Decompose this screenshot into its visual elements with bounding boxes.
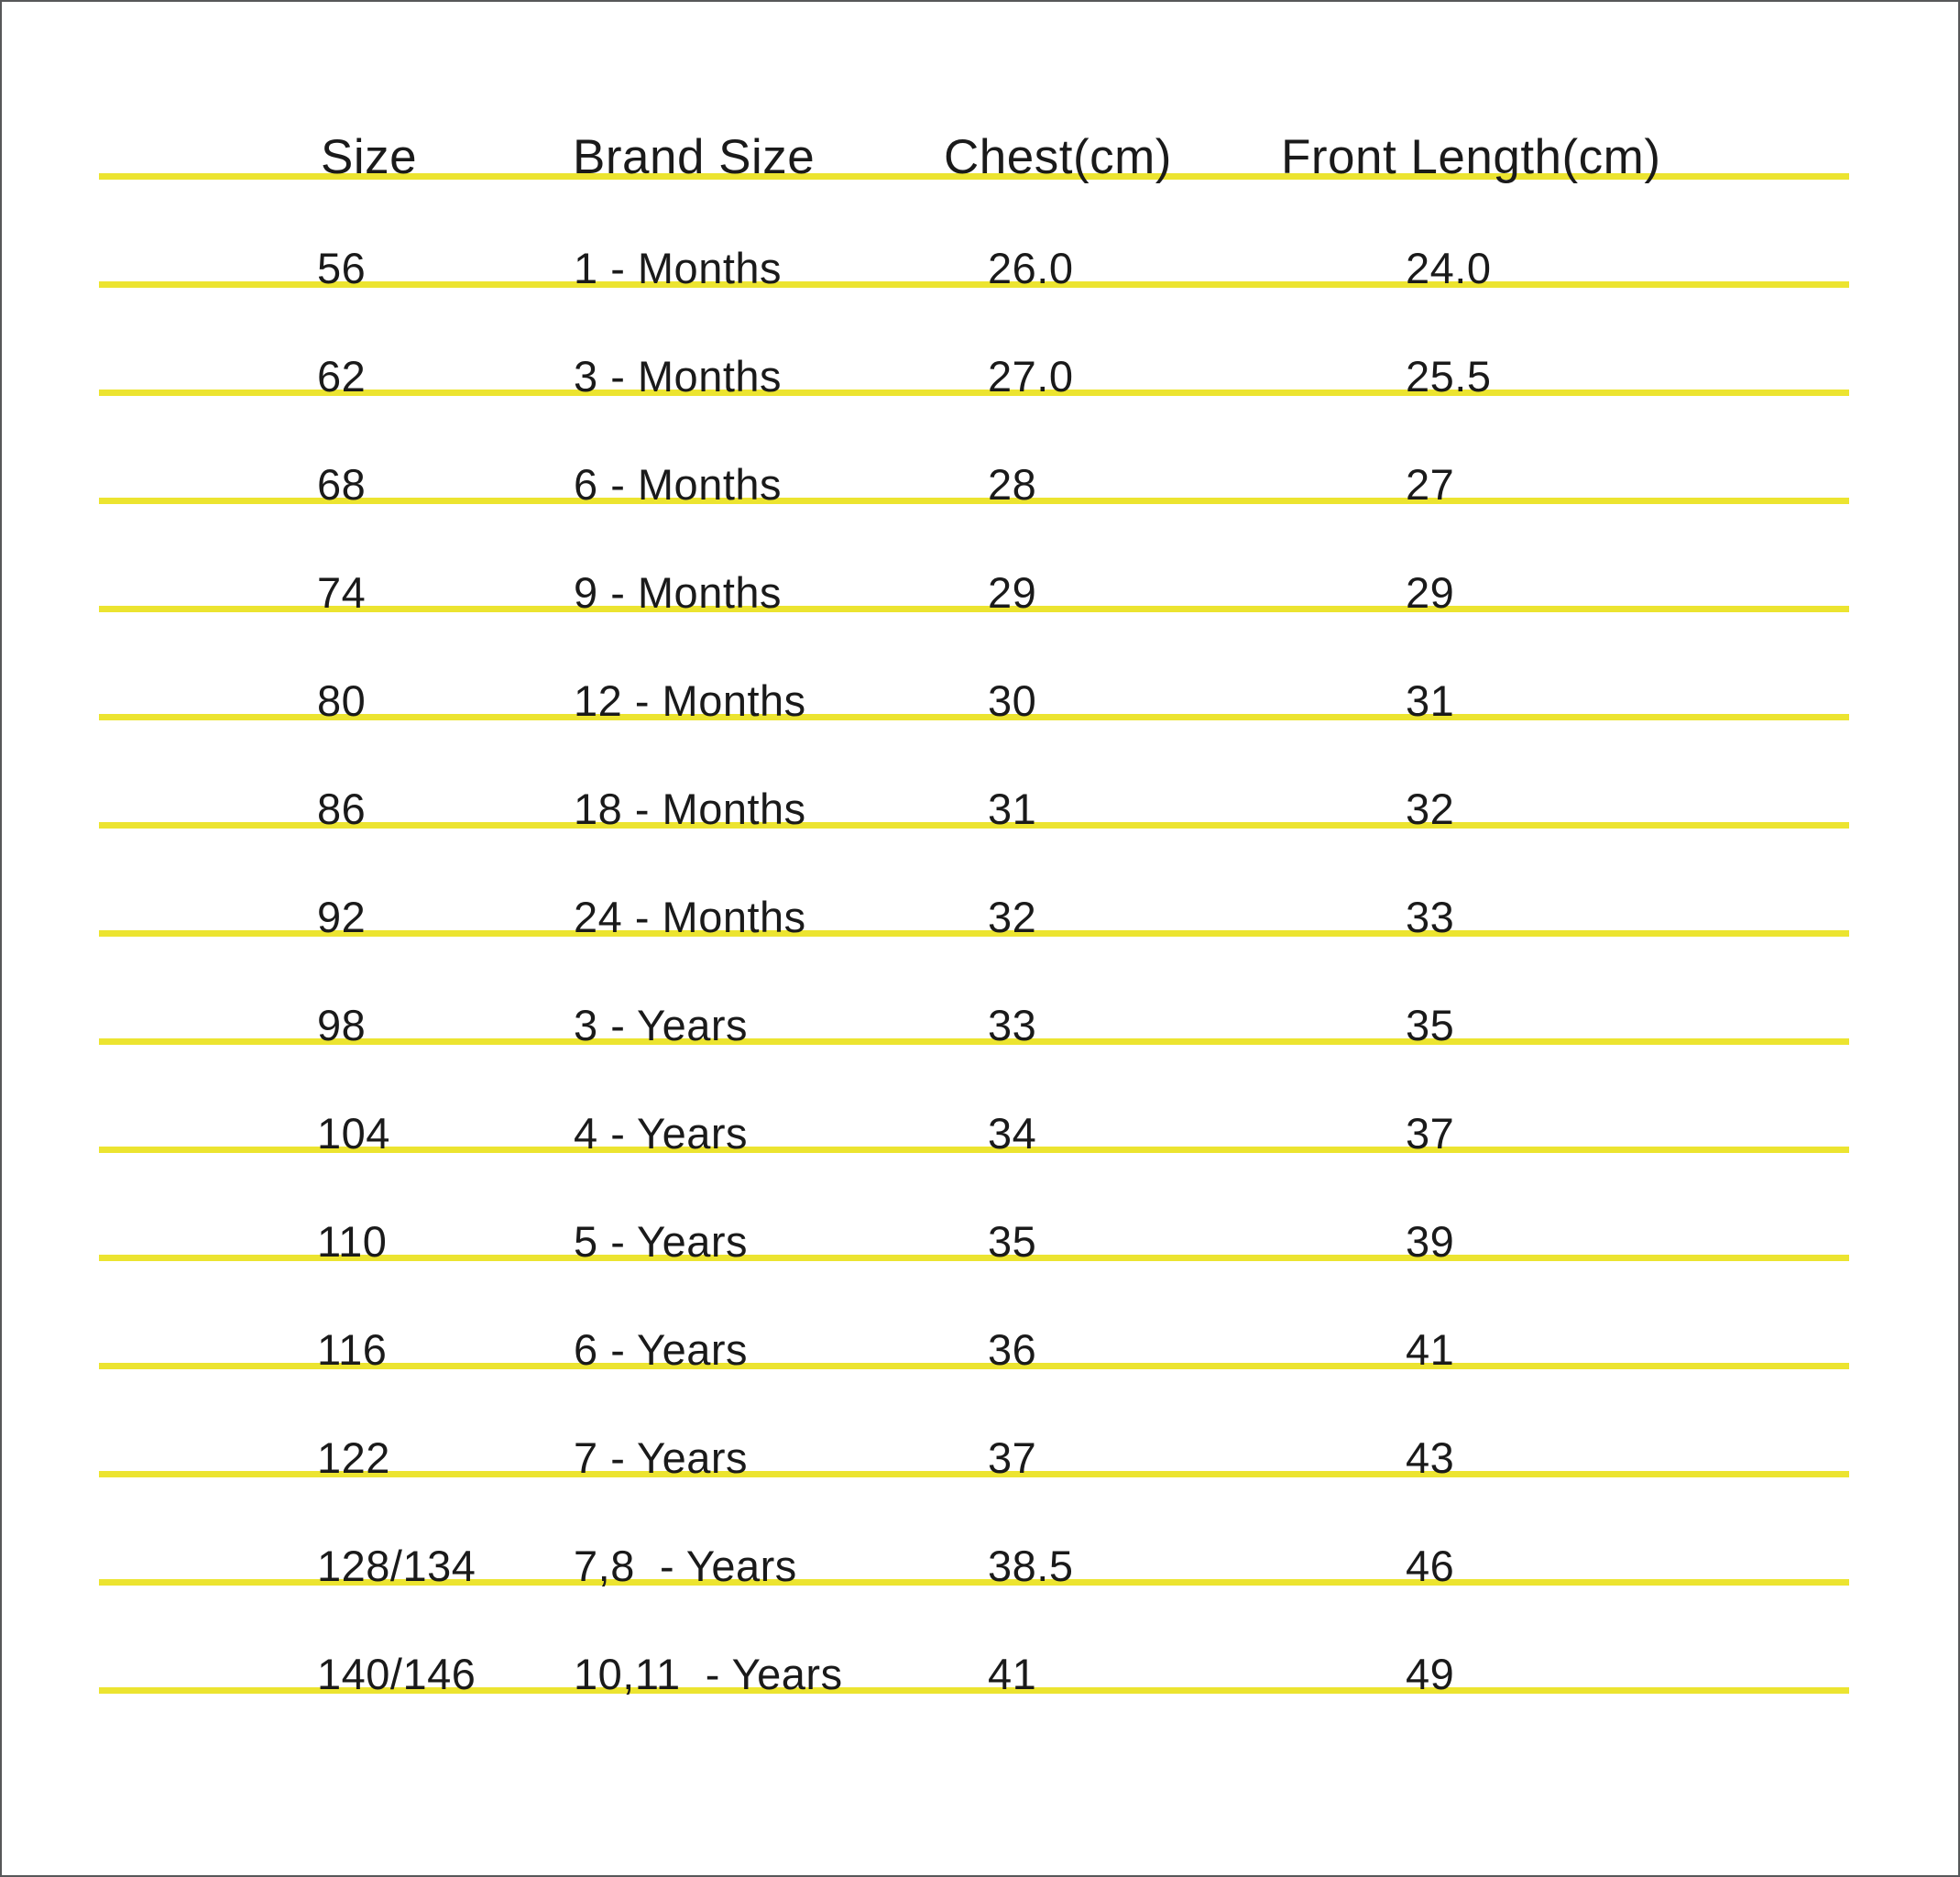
cell-chest: 41	[988, 1650, 1037, 1698]
cell-front: 46	[1406, 1542, 1455, 1590]
table-row: 98 3 - Years 33 35	[99, 971, 1849, 1049]
cell-front: 32	[1406, 785, 1455, 833]
column-header-chest: Chest(cm)	[944, 130, 1172, 184]
cell-brand: 3 - Months	[574, 352, 783, 401]
cell-front: 24.0	[1406, 244, 1492, 292]
cell-brand: 5 - Years	[574, 1217, 749, 1266]
cell-brand: 7 - Years	[574, 1433, 749, 1482]
cell-front: 39	[1406, 1217, 1455, 1266]
column-header-brand-size: Brand Size	[573, 130, 816, 184]
cell-brand: 24 - Months	[574, 893, 806, 941]
cell-front: 33	[1406, 893, 1455, 941]
cell-chest: 31	[988, 785, 1037, 833]
cell-brand: 9 - Months	[574, 568, 783, 617]
table-row: 62 3 - Months 27.0 25.5	[99, 323, 1849, 401]
cell-size: 74	[317, 568, 367, 617]
table-row: 86 18 - Months 31 32	[99, 755, 1849, 833]
table-row: 68 6 - Months 28 27	[99, 431, 1849, 509]
cell-brand: 7,8 - Years	[574, 1542, 797, 1590]
table-row: 110 5 - Years 35 39	[99, 1188, 1849, 1266]
table-row: 140/146 10,11 - Years 41 49	[99, 1620, 1849, 1698]
table-row: 92 24 - Months 32 33	[99, 863, 1849, 941]
cell-size: 56	[317, 244, 367, 292]
table-row: 122 7 - Years 37 43	[99, 1404, 1849, 1482]
cell-brand: 6 - Years	[574, 1325, 749, 1374]
cell-brand: 10,11 - Years	[574, 1650, 843, 1698]
cell-front: 49	[1406, 1650, 1455, 1698]
cell-front: 25.5	[1406, 352, 1492, 401]
cell-chest: 29	[988, 568, 1037, 617]
cell-size: 86	[317, 785, 367, 833]
cell-size: 128/134	[317, 1542, 476, 1590]
table-row: 80 12 - Months 30 31	[99, 647, 1849, 725]
cell-size: 140/146	[317, 1650, 476, 1698]
cell-front: 43	[1406, 1433, 1455, 1482]
cell-chest: 32	[988, 893, 1037, 941]
cell-chest: 36	[988, 1325, 1037, 1374]
cell-chest: 37	[988, 1433, 1037, 1482]
cell-chest: 27.0	[988, 352, 1074, 401]
cell-chest: 34	[988, 1109, 1037, 1158]
cell-front: 29	[1406, 568, 1455, 617]
cell-brand: 4 - Years	[574, 1109, 749, 1158]
cell-size: 80	[317, 676, 367, 725]
cell-brand: 12 - Months	[574, 676, 806, 725]
table-header-row: Size Brand Size Chest(cm) Front Length(c…	[99, 106, 1849, 184]
cell-brand: 3 - Years	[574, 1001, 749, 1049]
cell-front: 27	[1406, 460, 1455, 509]
cell-chest: 38.5	[988, 1542, 1074, 1590]
column-header-front-length: Front Length(cm)	[1281, 130, 1661, 184]
table-row: 74 9 - Months 29 29	[99, 539, 1849, 617]
cell-chest: 30	[988, 676, 1037, 725]
cell-front: 35	[1406, 1001, 1455, 1049]
table-row: 116 6 - Years 36 41	[99, 1296, 1849, 1374]
cell-size: 62	[317, 352, 367, 401]
cell-brand: 6 - Months	[574, 460, 783, 509]
cell-brand: 18 - Months	[574, 785, 806, 833]
cell-chest: 35	[988, 1217, 1037, 1266]
cell-size: 104	[317, 1109, 390, 1158]
table-row: 56 1 - Months 26.0 24.0	[99, 214, 1849, 292]
cell-front: 41	[1406, 1325, 1455, 1374]
cell-size: 68	[317, 460, 367, 509]
cell-size: 122	[317, 1433, 390, 1482]
cell-chest: 26.0	[988, 244, 1074, 292]
cell-front: 37	[1406, 1109, 1455, 1158]
cell-chest: 28	[988, 460, 1037, 509]
cell-size: 98	[317, 1001, 367, 1049]
cell-size: 116	[317, 1325, 388, 1374]
column-header-size: Size	[321, 130, 418, 184]
cell-size: 110	[317, 1217, 388, 1266]
cell-front: 31	[1406, 676, 1455, 725]
table-row: 104 4 - Years 34 37	[99, 1080, 1849, 1158]
table-row: 128/134 7,8 - Years 38.5 46	[99, 1512, 1849, 1590]
cell-brand: 1 - Months	[574, 244, 783, 292]
cell-size: 92	[317, 893, 367, 941]
cell-chest: 33	[988, 1001, 1037, 1049]
